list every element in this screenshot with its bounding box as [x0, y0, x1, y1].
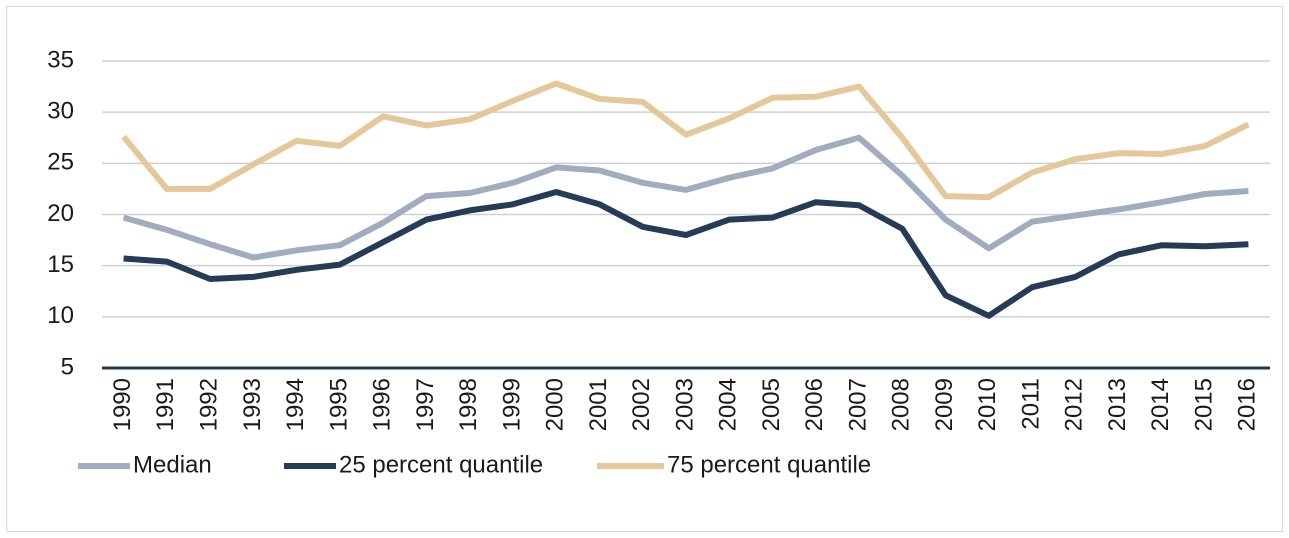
x-tick-label: 2005 — [758, 378, 785, 431]
x-tick-label: 2001 — [585, 378, 612, 431]
legend-label: 75 percent quantile — [667, 451, 871, 478]
x-tick-label: 1995 — [325, 378, 352, 431]
x-tick-label: 1992 — [195, 378, 222, 431]
x-tick-label: 1996 — [369, 378, 396, 431]
x-tick-label: 2011 — [1017, 378, 1044, 430]
x-tick-label: 1998 — [455, 378, 482, 431]
x-tick-label: 1991 — [152, 378, 179, 431]
x-tick-label: 2013 — [1104, 378, 1131, 431]
x-tick-label: 2000 — [542, 378, 569, 431]
data-line — [122, 134, 1249, 261]
x-tick-label: 2009 — [931, 378, 958, 431]
x-tick-label: 2010 — [974, 378, 1001, 431]
y-tick-label: 20 — [47, 200, 74, 227]
x-tick-label: 1993 — [239, 378, 266, 431]
chart-frame — [6, 6, 1283, 532]
x-tick-label: 2007 — [844, 378, 871, 431]
y-tick-label: 5 — [61, 353, 74, 380]
x-tick-label: 2014 — [1147, 378, 1174, 431]
x-tick-label: 2003 — [671, 378, 698, 431]
y-tick-label: 25 — [47, 149, 74, 176]
x-tick-label: 2016 — [1234, 378, 1261, 431]
x-tick-label: 1997 — [412, 378, 439, 431]
x-tick-label: 2004 — [715, 378, 742, 431]
x-tick-label: 2012 — [1061, 378, 1088, 431]
y-tick-label: 15 — [47, 251, 74, 278]
x-tick-label: 1990 — [109, 378, 136, 431]
y-tick-label: 10 — [47, 302, 74, 329]
x-tick-label: 2002 — [628, 378, 655, 431]
legend-label: 25 percent quantile — [339, 451, 543, 478]
y-tick-label: 35 — [47, 46, 74, 73]
x-tick-label: 2015 — [1190, 378, 1217, 431]
data-line — [121, 80, 1250, 201]
data-line — [123, 189, 1249, 319]
y-tick-label: 30 — [47, 98, 74, 125]
x-tick-label: 2008 — [888, 378, 915, 431]
legend-label: Median — [133, 451, 212, 478]
x-tick-label: 1994 — [282, 378, 309, 431]
x-tick-label: 1999 — [498, 378, 525, 431]
x-tick-label: 2006 — [801, 378, 828, 431]
